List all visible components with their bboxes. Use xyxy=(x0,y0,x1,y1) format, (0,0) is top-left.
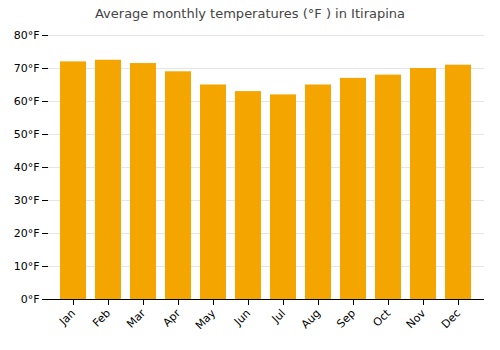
html-text:Average monthly temperatures (: Average monthly temperatures (°F ) in It… xyxy=(95,6,405,21)
svg-text:Jan: Jan xyxy=(56,307,78,329)
svg-text:Feb: Feb xyxy=(90,307,113,330)
svg-text:May: May xyxy=(193,306,219,332)
svg-text:Sep: Sep xyxy=(334,307,358,331)
svg-text:Jul: Jul xyxy=(269,307,288,326)
svg-text:20°F: 20°F xyxy=(14,227,40,240)
svg-text:0°F: 0°F xyxy=(21,293,40,306)
svg-text:Aug: Aug xyxy=(299,307,323,331)
svg-text:Jun: Jun xyxy=(231,307,253,329)
svg-text:Nov: Nov xyxy=(404,306,429,331)
svg-text:30°F: 30°F xyxy=(14,194,40,207)
svg-text:40°F: 40°F xyxy=(14,161,40,174)
svg-text:50°F: 50°F xyxy=(14,128,40,141)
svg-text:Dec: Dec xyxy=(439,307,463,331)
svg-text:Apr: Apr xyxy=(160,306,183,329)
svg-text:Oct: Oct xyxy=(370,306,393,329)
svg-text:Mar: Mar xyxy=(124,306,148,330)
svg-text:70°F: 70°F xyxy=(14,62,40,75)
svg-text:10°F: 10°F xyxy=(14,260,40,273)
svg-text:60°F: 60°F xyxy=(14,95,40,108)
svg-text:80°F: 80°F xyxy=(14,29,40,42)
